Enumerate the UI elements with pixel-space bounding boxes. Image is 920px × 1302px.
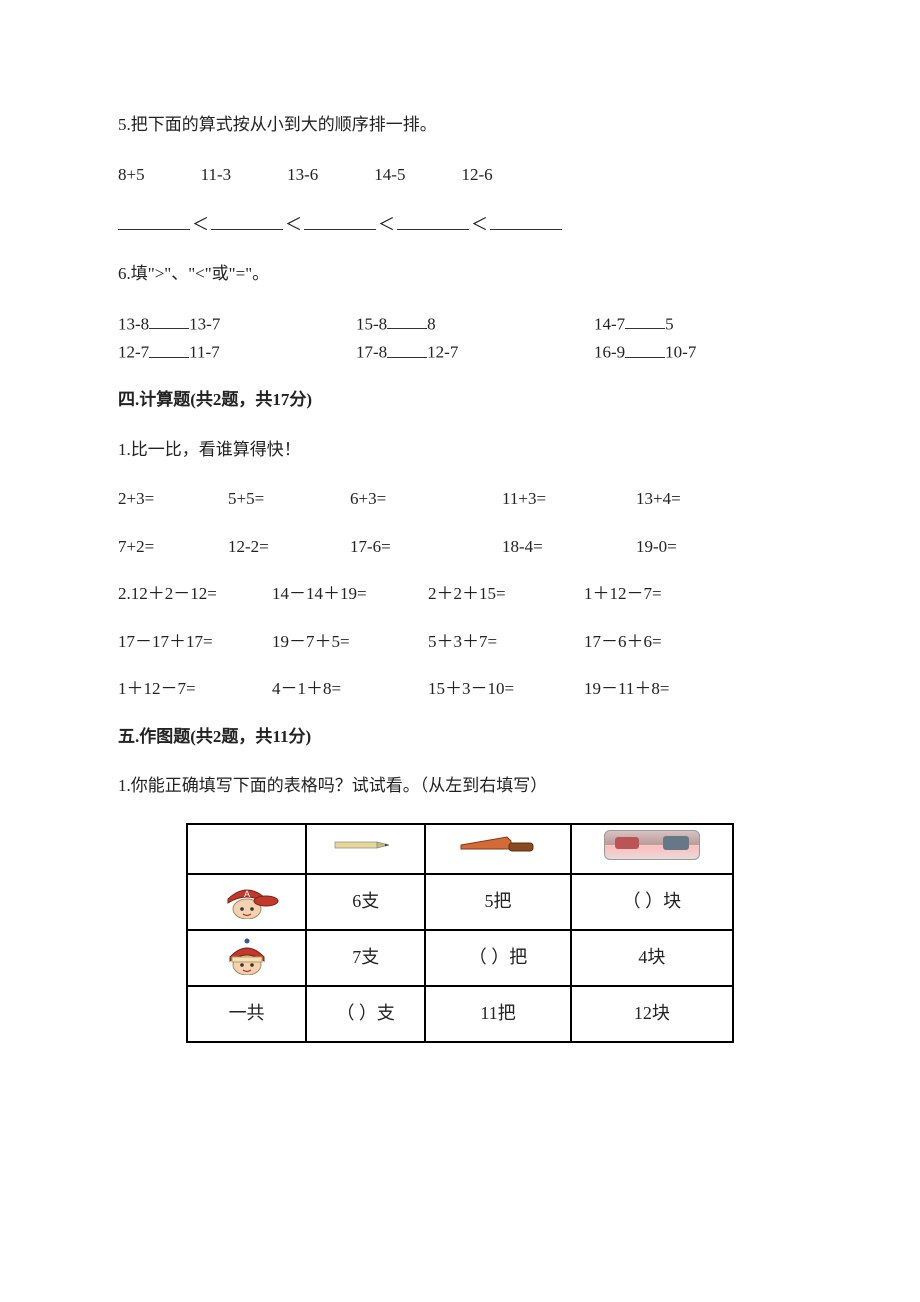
section5-title: 五.作图题(共2题，共11分) xyxy=(118,724,802,750)
calc-cell: 14－14＋19= xyxy=(272,581,428,607)
q6-cell: 12-711-7 xyxy=(118,339,356,365)
case-icon xyxy=(604,830,700,860)
q5-expressions: 8+5 11-3 13-6 14-5 12-6 xyxy=(118,162,802,188)
blank[interactable] xyxy=(211,211,283,230)
s4-q1-row-0: 2+3= 5+5= 6+3= 11+3= 13+4= xyxy=(118,486,802,512)
pencil-icon-cell xyxy=(306,824,425,874)
q5-expr-0: 8+5 xyxy=(118,162,145,188)
calc-cell: 17-6= xyxy=(350,534,502,560)
table-cell: 6支 xyxy=(306,874,425,930)
blank[interactable] xyxy=(149,311,189,330)
svg-text:A: A xyxy=(244,889,250,899)
knife-icon xyxy=(455,831,541,859)
q6-prompt: 6.填">"、"<"或"="。 xyxy=(118,261,802,287)
q6-cell: 17-812-7 xyxy=(356,339,594,365)
s4-q2-row-0: 2.12＋2－12= 14－14＋19= 2＋2＋15= 1＋12－7= xyxy=(118,581,802,607)
calc-cell: 18-4= xyxy=(502,534,636,560)
calc-cell: 1＋12－7= xyxy=(118,676,272,702)
calc-cell: 11+3= xyxy=(502,486,636,512)
blank[interactable] xyxy=(625,311,665,330)
s4-q2-row-2: 1＋12－7= 4－1＋8= 15＋3－10= 19－11＋8= xyxy=(118,676,802,702)
blank[interactable] xyxy=(304,211,376,230)
calc-cell: 19－11＋8= xyxy=(584,676,724,702)
calc-cell: 15＋3－10= xyxy=(428,676,584,702)
girl-icon-cell xyxy=(187,930,306,986)
q6-rows: 13-813-7 15-88 14-75 12-711-7 17-812-7 1… xyxy=(118,311,802,365)
calc-cell: 7+2= xyxy=(118,534,228,560)
q5-expr-3: 14-5 xyxy=(374,162,405,188)
calc-cell: 12-2= xyxy=(228,534,350,560)
q5-answer-blanks: ＜＜＜＜ xyxy=(118,211,802,237)
q5-expr-2: 13-6 xyxy=(287,162,318,188)
calc-cell: 19－7＋5= xyxy=(272,629,428,655)
calc-cell: 17－17＋17= xyxy=(118,629,272,655)
q5-expr-4: 12-6 xyxy=(461,162,492,188)
blank[interactable] xyxy=(397,211,469,230)
table-cell[interactable]: （ ）块 xyxy=(571,874,733,930)
calc-cell: 2＋2＋15= xyxy=(428,581,584,607)
q5-prompt: 5.把下面的算式按从小到大的顺序排一排。 xyxy=(118,112,802,138)
q6-cell: 13-813-7 xyxy=(118,311,356,337)
q6-cell: 15-88 xyxy=(356,311,594,337)
table-cell: 11把 xyxy=(425,986,571,1042)
knife-icon-cell xyxy=(425,824,571,874)
calc-cell: 4－1＋8= xyxy=(272,676,428,702)
blank[interactable] xyxy=(387,339,427,358)
s4-q1-row-1: 7+2= 12-2= 17-6= 18-4= 19-0= xyxy=(118,534,802,560)
calc-cell: 6+3= xyxy=(350,486,502,512)
s4-q2-row-1: 17－17＋17= 19－7＋5= 5＋3＋7= 17－6＋6= xyxy=(118,629,802,655)
calc-cell: 5＋3＋7= xyxy=(428,629,584,655)
blank[interactable] xyxy=(490,211,562,230)
calc-cell: 13+4= xyxy=(636,486,756,512)
blank[interactable] xyxy=(118,211,190,230)
calc-cell: 17－6＋6= xyxy=(584,629,724,655)
q5-expr-1: 11-3 xyxy=(201,162,232,188)
table-cell: 4块 xyxy=(571,930,733,986)
calc-cell: 5+5= xyxy=(228,486,350,512)
calc-cell: 1＋12－7= xyxy=(584,581,724,607)
s5-q1-table: A 6支 5把 （ ）块 7支 （ ）把 xyxy=(186,823,734,1043)
girl-cap-icon xyxy=(212,933,282,975)
grid-empty-cell xyxy=(187,824,306,874)
q6-cell: 14-75 xyxy=(594,311,800,337)
table-cell[interactable]: （ ）把 xyxy=(425,930,571,986)
blank[interactable] xyxy=(149,339,189,358)
s4-q1-prompt: 1.比一比，看谁算得快！ xyxy=(118,437,802,463)
section4-title: 四.计算题(共2题，共17分) xyxy=(118,387,802,413)
blank[interactable] xyxy=(387,311,427,330)
boy-cap-icon: A xyxy=(212,877,282,919)
table-cell[interactable]: （ ）支 xyxy=(306,986,425,1042)
s5-q1-prompt: 1.你能正确填写下面的表格吗？试试看。（从左到右填写） xyxy=(118,773,802,799)
case-icon-cell xyxy=(571,824,733,874)
total-label-cell: 一共 xyxy=(187,986,306,1042)
boy-icon-cell: A xyxy=(187,874,306,930)
table-cell: 7支 xyxy=(306,930,425,986)
calc-cell: 19-0= xyxy=(636,534,756,560)
calc-cell: 2+3= xyxy=(118,486,228,512)
table-cell: 12块 xyxy=(571,986,733,1042)
blank[interactable] xyxy=(625,339,665,358)
q6-cell: 16-910-7 xyxy=(594,339,800,365)
pencil-icon xyxy=(331,833,401,865)
table-cell: 5把 xyxy=(425,874,571,930)
calc-cell: 2.12＋2－12= xyxy=(118,581,272,607)
